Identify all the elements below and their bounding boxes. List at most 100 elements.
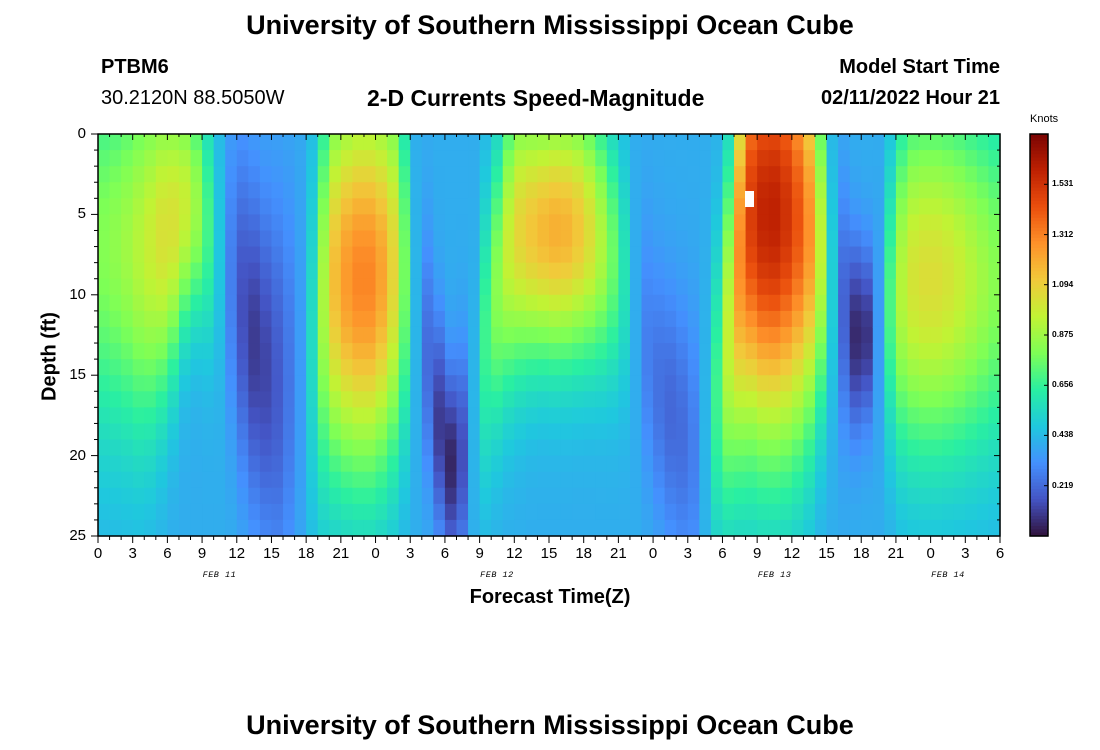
heatmap-cell bbox=[641, 246, 654, 264]
heatmap-cell bbox=[317, 230, 330, 248]
heatmap-cell bbox=[444, 310, 458, 328]
heatmap-cell bbox=[838, 166, 851, 183]
heatmap-cell bbox=[398, 503, 411, 521]
colorbar-swatch bbox=[1030, 291, 1048, 296]
heatmap-cell bbox=[653, 182, 666, 199]
heatmap-cell bbox=[537, 294, 550, 312]
heatmap-cell bbox=[236, 375, 249, 392]
heatmap-cell bbox=[549, 375, 562, 392]
heatmap-cell bbox=[791, 503, 805, 521]
colorbar-swatch bbox=[1030, 314, 1048, 319]
heatmap-cell bbox=[676, 134, 689, 151]
heatmap-cell bbox=[780, 503, 793, 521]
heatmap-cell bbox=[687, 503, 700, 521]
heatmap-cell bbox=[653, 343, 666, 360]
heatmap-cell bbox=[560, 134, 573, 151]
colorbar-swatch bbox=[1030, 361, 1048, 366]
heatmap-cell bbox=[236, 487, 249, 505]
heatmap-cell bbox=[502, 326, 515, 344]
colorbar-tick-label: 0.875 bbox=[1052, 329, 1074, 339]
heatmap-cell bbox=[919, 134, 932, 151]
heatmap-cell bbox=[479, 407, 492, 425]
heatmap-cell bbox=[456, 182, 469, 199]
heatmap-cell bbox=[329, 150, 342, 167]
heatmap-cell bbox=[653, 326, 666, 344]
heatmap-cell bbox=[155, 487, 168, 505]
heatmap-cell bbox=[502, 487, 515, 505]
heatmap-cell bbox=[98, 134, 111, 151]
heatmap-cell bbox=[190, 278, 203, 296]
heatmap-cell bbox=[329, 519, 342, 537]
heatmap-cell bbox=[121, 198, 134, 215]
heatmap-cell bbox=[317, 326, 330, 344]
heatmap-cell bbox=[895, 166, 909, 183]
heatmap-cell bbox=[294, 246, 307, 264]
heatmap-cell bbox=[930, 214, 943, 232]
heatmap-cell bbox=[271, 246, 284, 264]
heatmap-cell bbox=[340, 198, 354, 215]
heatmap-cell bbox=[502, 150, 515, 167]
heatmap-cell bbox=[953, 134, 966, 151]
heatmap-cell bbox=[213, 294, 226, 312]
heatmap-cell bbox=[710, 423, 724, 441]
heatmap-cell bbox=[722, 294, 735, 312]
heatmap-cell bbox=[213, 343, 226, 360]
heatmap-cell bbox=[710, 359, 724, 376]
heatmap-cell bbox=[884, 455, 897, 473]
heatmap-cell bbox=[352, 214, 365, 232]
heatmap-cell bbox=[653, 519, 666, 537]
heatmap-cell bbox=[514, 214, 527, 232]
colorbar-tick-label: 1.531 bbox=[1052, 178, 1074, 189]
heatmap-cell bbox=[236, 310, 249, 328]
heatmap-cell bbox=[653, 198, 666, 215]
heatmap-cell bbox=[236, 423, 249, 441]
heatmap-cell bbox=[283, 278, 296, 296]
heatmap-cell bbox=[132, 375, 145, 392]
heatmap-cell bbox=[780, 391, 793, 408]
heatmap-cell bbox=[259, 519, 273, 537]
heatmap-cell bbox=[479, 439, 492, 457]
heatmap-cell bbox=[236, 134, 249, 151]
heatmap-cell bbox=[306, 375, 319, 392]
heatmap-cell bbox=[479, 214, 492, 232]
heatmap-cell bbox=[595, 294, 608, 312]
heatmap-cell bbox=[734, 455, 747, 473]
heatmap-cell bbox=[976, 455, 990, 473]
heatmap-cell bbox=[155, 198, 168, 215]
heatmap-cell bbox=[734, 214, 747, 232]
heatmap-cell bbox=[352, 246, 365, 264]
heatmap-cell bbox=[468, 278, 481, 296]
heatmap-cell bbox=[907, 423, 920, 441]
heatmap-cell bbox=[734, 198, 747, 215]
heatmap-cell bbox=[953, 214, 966, 232]
heatmap-cell bbox=[595, 150, 608, 167]
heatmap-cell bbox=[757, 455, 770, 473]
heatmap-cell bbox=[167, 375, 180, 392]
heatmap-cell bbox=[606, 230, 619, 248]
heatmap-cell bbox=[629, 359, 643, 376]
heatmap-cell bbox=[167, 407, 180, 425]
heatmap-cell bbox=[456, 198, 469, 215]
heatmap-cell bbox=[676, 343, 689, 360]
heatmap-cell bbox=[259, 487, 273, 505]
heatmap-cell bbox=[525, 423, 539, 441]
heatmap-cell bbox=[421, 455, 434, 473]
heatmap-cell bbox=[734, 134, 747, 151]
heatmap-cell bbox=[757, 262, 770, 280]
heatmap-cell bbox=[132, 182, 145, 199]
heatmap-cell bbox=[514, 359, 527, 376]
heatmap-cell bbox=[363, 375, 377, 392]
heatmap-cell bbox=[363, 214, 377, 232]
heatmap-cell bbox=[468, 487, 481, 505]
heatmap-cell bbox=[144, 214, 157, 232]
heatmap-cell bbox=[317, 198, 330, 215]
heatmap-cell bbox=[687, 246, 700, 264]
heatmap-cell bbox=[410, 455, 423, 473]
heatmap-cell bbox=[121, 278, 134, 296]
heatmap-cell bbox=[884, 134, 897, 151]
heatmap-cell bbox=[583, 359, 596, 376]
heatmap-cell bbox=[942, 519, 955, 537]
heatmap-cell bbox=[340, 423, 354, 441]
heatmap-cell bbox=[387, 198, 400, 215]
heatmap-cell bbox=[271, 375, 284, 392]
